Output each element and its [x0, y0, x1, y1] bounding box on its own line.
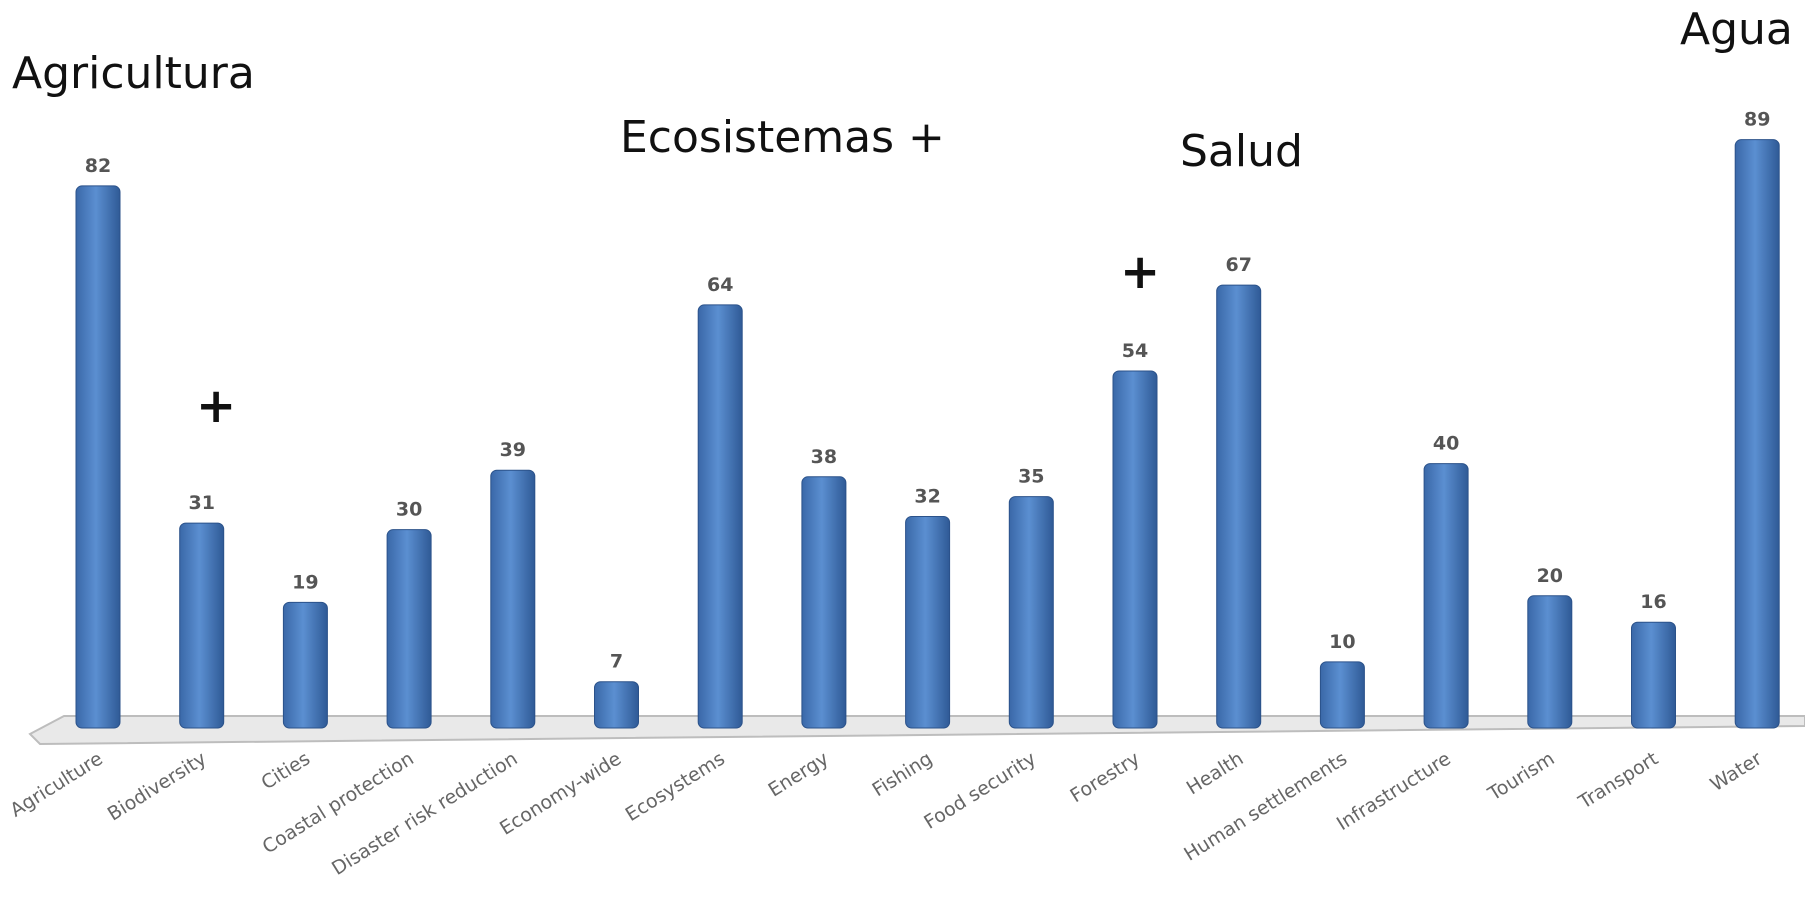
value-label: 7 [610, 651, 623, 673]
value-label: 35 [1018, 466, 1044, 488]
annotation-agricultura: Agricultura [12, 48, 255, 99]
value-label: 82 [85, 155, 111, 177]
bar-agriculture [75, 185, 121, 729]
category-label: Infrastructure [1333, 748, 1455, 836]
bar-water [1734, 139, 1780, 729]
category-label: Transport [1574, 748, 1662, 814]
category-label: Cities [258, 748, 314, 795]
value-label: 31 [188, 492, 214, 514]
bar-cities [282, 601, 328, 729]
value-label: 67 [1225, 254, 1251, 276]
category-label: Energy [764, 748, 832, 802]
bar-infrastructure [1423, 463, 1469, 729]
plus-marker-forestry: + [1120, 244, 1161, 300]
value-label: 19 [292, 571, 318, 593]
category-label: Water [1707, 747, 1766, 796]
category-label: Ecosystems [622, 748, 729, 826]
bar-fishing [905, 515, 951, 729]
category-label: Biodiversity [104, 748, 211, 826]
category-label: Fishing [868, 748, 936, 802]
value-label: 54 [1122, 340, 1148, 362]
category-label: Forestry [1066, 748, 1143, 808]
bar-economy-wide [594, 681, 639, 729]
value-label: 40 [1433, 433, 1459, 455]
value-label: 30 [396, 499, 422, 521]
bar-tourism [1527, 595, 1573, 729]
bar-human-settlements [1319, 661, 1365, 729]
category-label: Disaster risk reduction [328, 748, 521, 880]
value-label: 38 [811, 446, 837, 468]
bar-health [1216, 284, 1262, 729]
chart-value-labels: 82 31 19 30 39 7 64 38 32 35 54 67 10 40 20 16 89 [85, 109, 1771, 673]
bar-energy [801, 476, 847, 729]
value-label: 32 [914, 485, 940, 507]
bar-disaster-risk-reduction [490, 469, 536, 729]
value-label: 64 [707, 274, 733, 296]
bar-ecosystems [697, 304, 743, 729]
category-label: Tourism [1484, 748, 1559, 806]
bar-transport [1631, 621, 1676, 729]
value-label: 10 [1329, 631, 1355, 653]
category-label: Agriculture [6, 748, 106, 822]
value-label: 39 [500, 439, 526, 461]
value-label: 89 [1744, 109, 1770, 131]
bar-food-security [1008, 496, 1054, 729]
annotation-ecosistemas: Ecosistemas + [620, 112, 945, 163]
bar-coastal-protection [386, 529, 432, 729]
bar-forestry [1112, 370, 1158, 729]
bar-biodiversity [179, 522, 225, 729]
plus-marker-biodiversity: + [196, 378, 237, 434]
value-label: 16 [1640, 591, 1666, 613]
category-label: Health [1183, 748, 1248, 800]
chart-bars [75, 139, 1780, 729]
value-label: 20 [1537, 565, 1563, 587]
annotation-salud: Salud [1180, 126, 1303, 177]
annotation-agua: Agua [1680, 4, 1793, 55]
category-label: Food security [920, 748, 1040, 834]
